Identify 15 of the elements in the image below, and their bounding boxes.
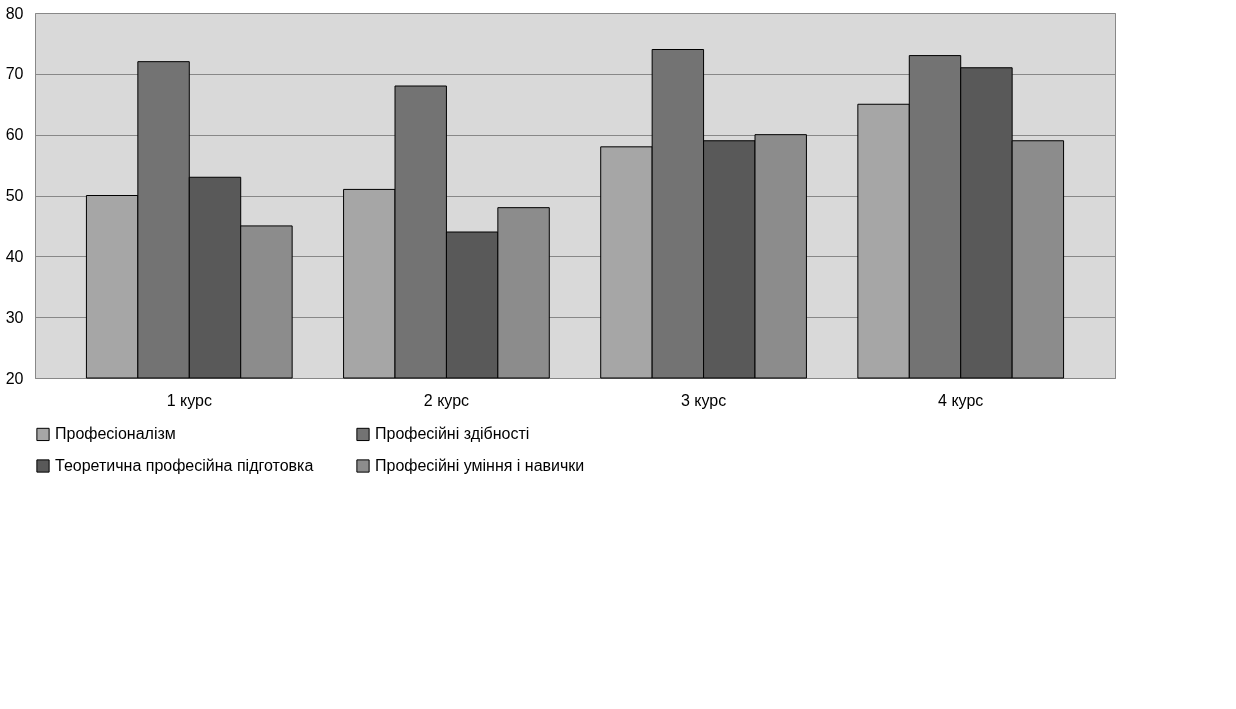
y-tick-label: 60 [5, 126, 24, 144]
y-tick-label: 50 [5, 187, 24, 204]
y-tick-label: 20 [5, 369, 24, 387]
x-tick-label: 4 курс [938, 391, 984, 409]
legend-label: Теоретична професійна підготовка [55, 457, 314, 474]
y-tick-label: 70 [5, 65, 24, 83]
y-tick-label: 40 [5, 247, 24, 265]
x-tick-label: 1 курс [166, 391, 212, 409]
y-tick-label: 30 [5, 308, 24, 326]
y-tick-label: 80 [5, 4, 24, 22]
x-tick-label: 3 курс [680, 391, 727, 409]
legend-label: Професійні уміння і навички [375, 457, 585, 474]
legend-label: Професійні здібності [375, 425, 530, 443]
legend-label: Професіоналізм [55, 425, 176, 443]
x-tick-label: 2 курс [423, 391, 470, 409]
